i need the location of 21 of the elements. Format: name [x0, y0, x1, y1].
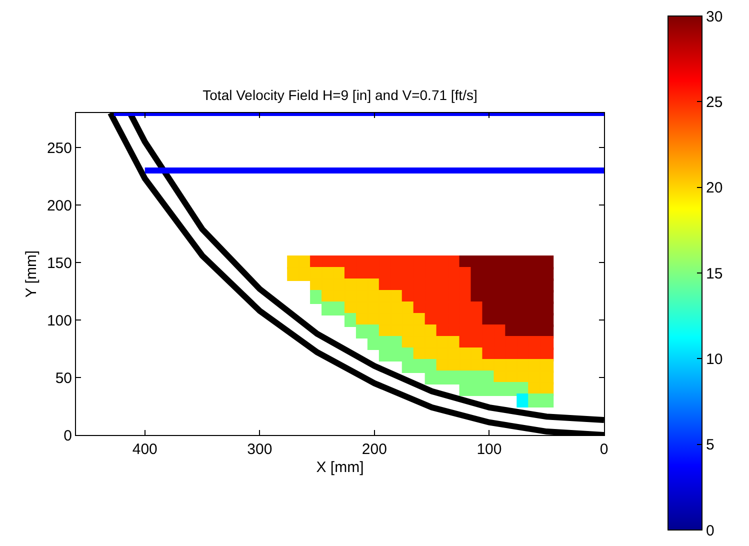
color-bar-label: 25	[706, 94, 723, 111]
y-tick-label: 0	[64, 427, 72, 444]
color-bar-label: 30	[706, 8, 723, 26]
y-tick-label: 100	[46, 312, 72, 330]
color-bar-label: 0	[706, 522, 714, 540]
y-tick-label: 150	[46, 254, 72, 272]
y-tick-label: 50	[55, 370, 72, 387]
color-bar-label: 10	[706, 350, 723, 368]
x-tick-label: 200	[362, 441, 387, 458]
x-tick-label: 0	[600, 441, 608, 458]
color-bar-label: 20	[706, 180, 723, 197]
y-tick-label: 250	[46, 140, 72, 157]
y-tick-label: 200	[46, 197, 72, 214]
x-axis-title: X [mm]	[316, 459, 364, 476]
y-axis-title: Y [mm]	[23, 250, 40, 298]
x-tick-label: 100	[476, 441, 502, 458]
color-bar-label: 5	[706, 436, 714, 454]
color-bar-label: 15	[706, 265, 723, 282]
x-tick-label: 300	[247, 441, 272, 458]
x-tick-label: 400	[132, 441, 158, 458]
chart-title: Total Velocity Field H=9 [in] and V=0.71 [ft/s]	[202, 87, 478, 103]
